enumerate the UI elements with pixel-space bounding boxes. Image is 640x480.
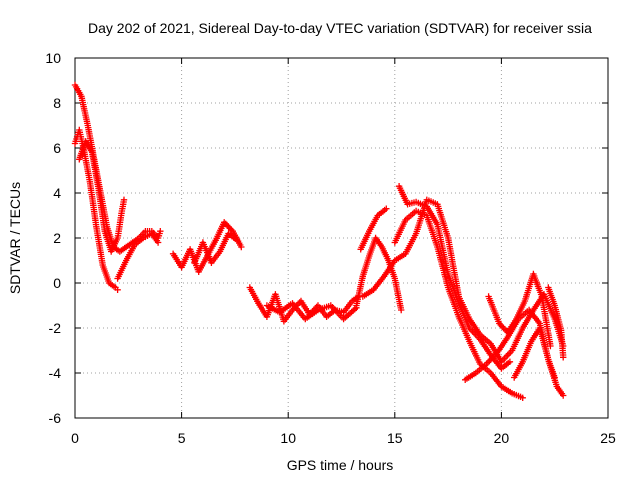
y-tick-label: 0 [53,275,61,291]
y-tick-label: 6 [53,140,61,156]
x-tick-label: 20 [494,430,510,446]
y-tick-label: 10 [45,50,61,66]
y-tick-label: -4 [49,365,62,381]
series-arc-16 [511,324,558,381]
axis-ticks: 0 5 10 15 20 25 -6 -4 -2 0 2 4 6 8 10 [45,50,616,446]
series-marker-trace [76,138,128,255]
x-tick-label: 5 [178,430,186,446]
data-points [71,81,567,401]
series-marker-trace [485,270,554,350]
series-arc-4 [114,230,162,282]
x-tick-label: 25 [600,430,616,446]
y-tick-label: -6 [49,410,62,426]
y-tick-label: -2 [49,320,62,336]
series-marker-trace [191,230,241,266]
series-arc-10 [357,205,390,253]
series-arc-3 [76,138,128,255]
series-arc-15 [485,270,554,350]
series-marker-trace [353,234,405,314]
series-marker-trace [395,183,514,372]
series-arc-6 [191,230,241,266]
series-marker-trace [357,205,390,253]
x-tick-label: 0 [71,430,79,446]
series-marker-trace [114,230,162,282]
y-axis-label: SDTVAR / TECUs [7,182,23,294]
series-arc-8 [263,300,360,323]
y-tick-label: 8 [53,95,61,111]
chart-title: Day 202 of 2021, Sidereal Day-to-day VTE… [88,20,592,36]
x-axis-label: GPS time / hours [287,457,394,473]
series-marker-trace [511,324,558,381]
series-marker-trace [71,126,121,293]
series-arc-17 [545,284,567,361]
series-arc-12 [395,183,514,372]
x-tick-label: 15 [387,430,403,446]
y-tick-label: 2 [53,230,61,246]
series-arc-9 [353,234,405,314]
series-marker-trace [391,207,526,401]
x-tick-label: 10 [280,430,296,446]
series-arc-2 [71,126,121,293]
y-tick-label: 4 [53,185,61,201]
series-marker-trace [263,300,360,323]
series-marker-trace [545,284,567,361]
series-arc-13 [391,207,526,401]
